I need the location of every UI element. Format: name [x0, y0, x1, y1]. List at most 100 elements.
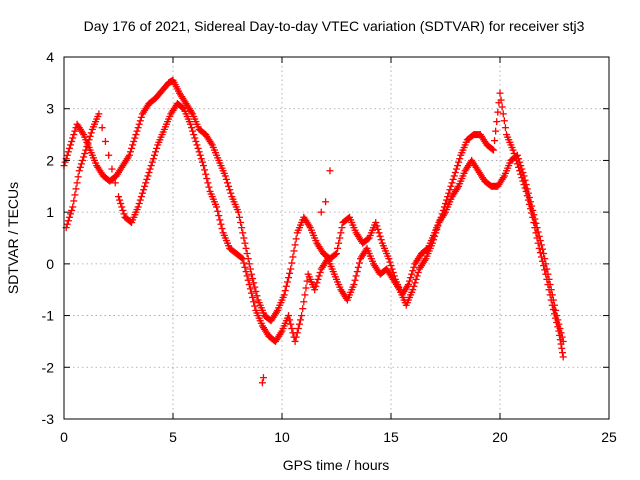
data-point	[540, 250, 548, 258]
data-point-interp	[291, 241, 299, 249]
data-point	[75, 167, 83, 175]
data-point	[527, 198, 535, 206]
data-point-interp	[68, 137, 76, 145]
data-point-interp	[215, 212, 223, 220]
data-point-interp	[194, 144, 202, 152]
data-point-interp	[217, 220, 225, 228]
data-point-interp	[244, 276, 252, 284]
data-point-interp	[65, 144, 73, 152]
data-point-interp	[237, 218, 245, 226]
data-point-interp	[293, 329, 301, 337]
data-point-interp	[131, 134, 139, 142]
data-point-interp	[544, 270, 552, 278]
data-point-interp	[80, 153, 88, 161]
data-point-interp	[434, 222, 442, 230]
data-point-interp	[519, 168, 527, 176]
data-point-interp	[451, 168, 459, 176]
data-point-interp	[292, 235, 300, 243]
data-point-interp	[246, 285, 254, 293]
x-tick-label: 15	[383, 429, 399, 445]
data-point	[200, 162, 208, 170]
data-point-interp	[518, 165, 526, 173]
data-point-interp	[84, 139, 92, 147]
data-point-interp	[492, 127, 500, 135]
data-point-interp	[532, 219, 540, 227]
data-point-interp	[238, 254, 246, 262]
data-point-interp	[412, 275, 420, 283]
data-point	[241, 239, 249, 247]
data-point-interp	[144, 172, 152, 180]
data-point-interp	[189, 127, 197, 135]
data-point-interp	[239, 229, 247, 237]
data-point-interp	[150, 151, 158, 159]
data-point-interp	[335, 239, 343, 247]
data-point-interp	[376, 232, 384, 240]
data-point-interp	[250, 298, 258, 306]
data-point	[496, 89, 504, 97]
data-point-interp	[140, 186, 148, 194]
data-point	[409, 286, 417, 294]
data-point	[141, 182, 149, 190]
data-point	[69, 203, 77, 211]
data-point	[280, 291, 288, 299]
data-point-interp	[282, 282, 290, 290]
data-point-interp	[81, 150, 89, 158]
data-point-interp	[111, 179, 119, 187]
data-point-interp	[76, 163, 84, 171]
data-point-interp	[222, 175, 230, 183]
data-point-interp	[336, 234, 344, 242]
data-point-interp	[245, 260, 253, 268]
data-point-interp	[431, 232, 439, 240]
y-tick-label: -2	[42, 359, 55, 375]
data-point-interp	[549, 296, 557, 304]
data-point-interp	[77, 160, 85, 168]
data-point-interp	[289, 253, 297, 261]
data-point-interp	[488, 145, 496, 153]
data-point-interp	[135, 120, 143, 128]
data-point	[125, 151, 133, 159]
data-point-interp	[430, 236, 438, 244]
data-point-interp	[204, 179, 212, 187]
data-point-interp	[558, 344, 566, 352]
data-point-interp	[69, 134, 77, 142]
data-point-interp	[409, 267, 417, 275]
data-point	[333, 250, 340, 258]
data-point-interp	[535, 232, 543, 240]
data-point-interp	[247, 289, 255, 297]
data-point-interp	[67, 210, 75, 218]
data-point-interp	[135, 200, 143, 208]
data-point-interp	[136, 117, 144, 125]
data-point-interp	[117, 200, 125, 208]
data-point-interp	[449, 175, 457, 183]
data-point	[428, 239, 436, 247]
data-point-interp	[126, 148, 134, 156]
data-point-interp	[500, 117, 508, 125]
y-tick-label: -3	[42, 411, 55, 427]
data-point-interp	[312, 282, 320, 290]
data-point-interp	[116, 196, 124, 204]
data-point-interp	[288, 325, 296, 332]
data-point-interp	[555, 320, 563, 328]
data-point-interp	[410, 282, 418, 290]
data-point-interp	[242, 268, 250, 276]
data-point-interp	[70, 197, 78, 205]
data-point-interp	[202, 170, 210, 178]
data-point	[513, 151, 521, 159]
data-point-interp	[499, 110, 507, 118]
data-point	[234, 208, 242, 216]
data-point-interp	[297, 316, 305, 324]
data-point	[285, 312, 293, 320]
data-point-interp	[288, 259, 296, 267]
data-point	[553, 312, 561, 320]
data-point-interp	[534, 228, 542, 236]
data-point-interp	[198, 158, 206, 166]
data-point-interp	[316, 268, 324, 276]
data-point-interp	[195, 148, 203, 156]
data-point-interp	[433, 225, 441, 233]
data-point-interp	[448, 179, 456, 187]
data-point-interp	[73, 179, 81, 187]
data-point-interp	[64, 148, 72, 156]
data-point-interp	[411, 279, 419, 287]
data-point-interp	[143, 175, 151, 183]
data-point-interp	[108, 165, 116, 173]
